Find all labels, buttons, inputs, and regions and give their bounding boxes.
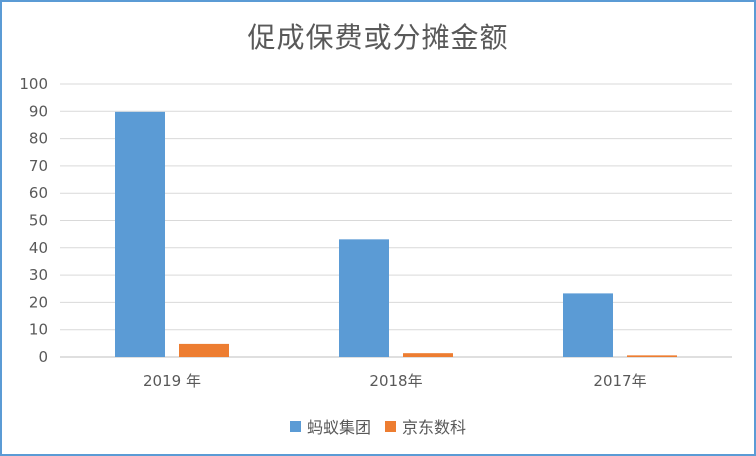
bar-ant-group (563, 293, 613, 357)
bar-ant-group (115, 111, 165, 357)
y-tick-label: 70 (29, 157, 48, 175)
legend-swatch-ant-group (289, 420, 301, 432)
legend-swatch-jd-digits (385, 420, 396, 432)
y-tick-label: 0 (38, 348, 48, 366)
legend-item-jd-digits: 京东数科 (385, 414, 466, 438)
legend-label-ant-group: 蚂蚁集团 (306, 418, 371, 437)
bar-jd-digits (403, 353, 453, 357)
y-tick-label: 60 (29, 184, 48, 202)
y-tick-label: 40 (29, 239, 48, 257)
y-tick-label: 10 (29, 321, 48, 339)
x-tick-label: 2018年 (369, 372, 422, 390)
legend-item-ant-group: 蚂蚁集团 (289, 414, 371, 438)
bar-jd-digits (179, 343, 229, 357)
bar-ant-group (339, 239, 389, 357)
y-tick-label: 100 (19, 75, 48, 93)
bar-jd-digits (627, 355, 677, 357)
x-tick-label: 2019 年 (143, 372, 201, 390)
legend-label-jd-digits: 京东数科 (402, 418, 467, 437)
x-tick-label: 2017年 (593, 372, 646, 390)
chart-title: 促成保费或分摊金额 (247, 21, 509, 54)
y-tick-label: 80 (29, 130, 48, 148)
y-tick-label: 30 (29, 266, 48, 284)
y-tick-label: 50 (29, 212, 48, 230)
y-tick-label: 90 (29, 102, 48, 120)
chart-legend: 蚂蚁集团 京东数科 (2, 414, 754, 438)
y-tick-label: 20 (29, 293, 48, 311)
